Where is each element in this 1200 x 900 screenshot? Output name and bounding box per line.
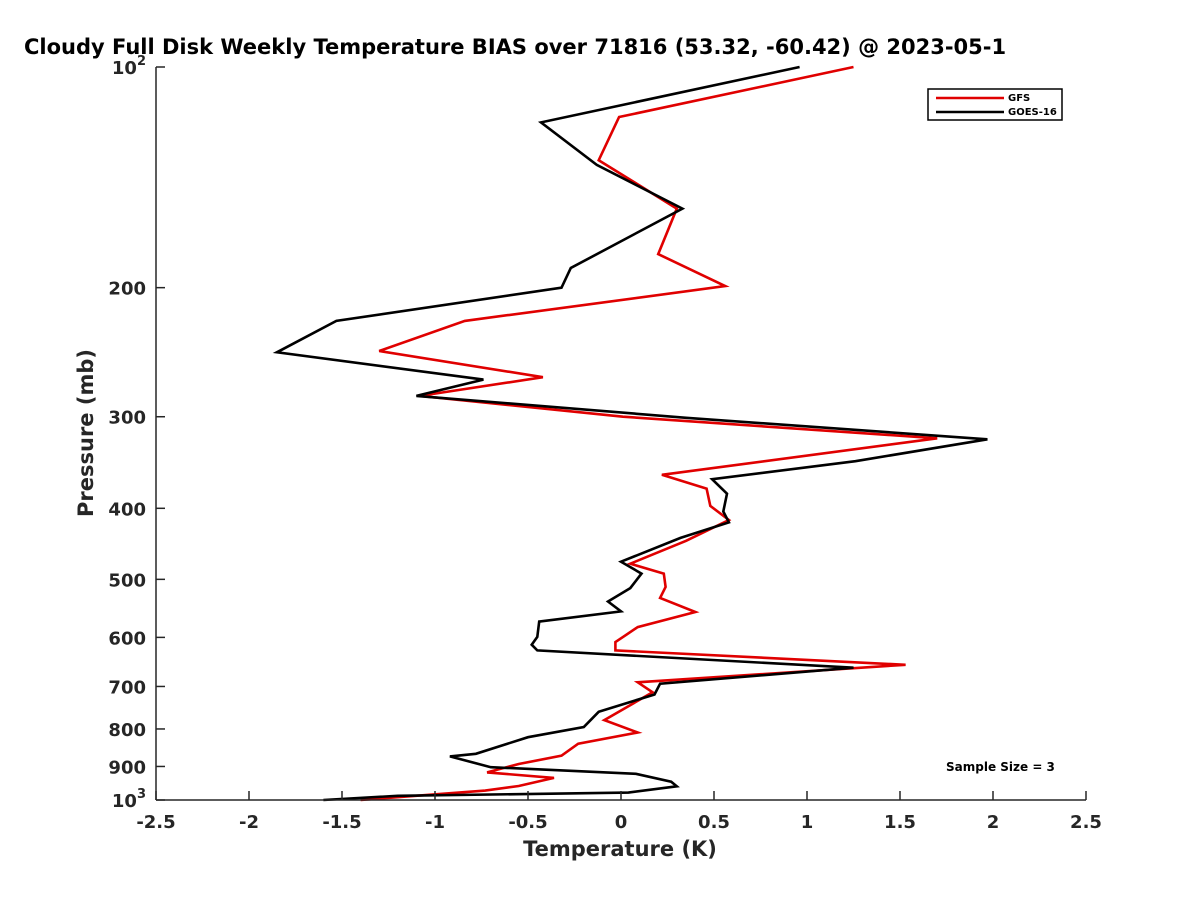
y-tick-label: 102 (112, 54, 146, 79)
y-tick-label: 700 (108, 677, 146, 698)
y-tick-label: 103 (112, 787, 146, 812)
x-tick-label: 2 (987, 812, 1000, 833)
x-tick-label: 1 (801, 812, 814, 833)
legend: GFS GOES-16 (927, 88, 1063, 121)
y-tick-label: 400 (108, 499, 146, 520)
y-tick-label: 200 (108, 279, 146, 300)
y-axis-ticks: 102 200 300 400 500 600 700 800 900 103 (108, 54, 165, 812)
series-line-gfs (360, 65, 938, 802)
x-axis-label: Temperature (K) (523, 837, 717, 861)
legend-box (927, 88, 1063, 121)
y-tick-label: 600 (108, 628, 146, 649)
x-tick-label: -1 (425, 812, 445, 833)
x-tick-label: 1.5 (884, 812, 916, 833)
sample-size-annotation: Sample Size = 3 (946, 760, 1055, 774)
x-tick-label: 2.5 (1070, 812, 1102, 833)
legend-label-gfs: GFS (1008, 93, 1030, 104)
y-tick-label: 500 (108, 570, 146, 591)
x-tick-label: -1.5 (322, 812, 361, 833)
series-line-goes-16 (272, 65, 988, 802)
x-tick-label: 0 (615, 812, 628, 833)
y-tick-label: 900 (108, 757, 146, 778)
chart-title: Cloudy Full Disk Weekly Temperature BIAS… (24, 35, 1006, 59)
plot-area (155, 65, 1086, 802)
x-tick-label: 0.5 (698, 812, 730, 833)
x-axis-ticks: -2.5 -2 -1.5 -1 -0.5 0 0.5 1 1.5 2 2.5 (136, 791, 1102, 833)
x-tick-label: -0.5 (508, 812, 547, 833)
y-tick-label: 800 (108, 720, 146, 741)
y-axis-label: Pressure (mb) (74, 349, 98, 517)
x-tick-label: -2.5 (136, 812, 175, 833)
x-tick-label: -2 (239, 812, 259, 833)
y-tick-label: 300 (108, 408, 146, 429)
legend-label-goes-16: GOES-16 (1008, 107, 1057, 118)
